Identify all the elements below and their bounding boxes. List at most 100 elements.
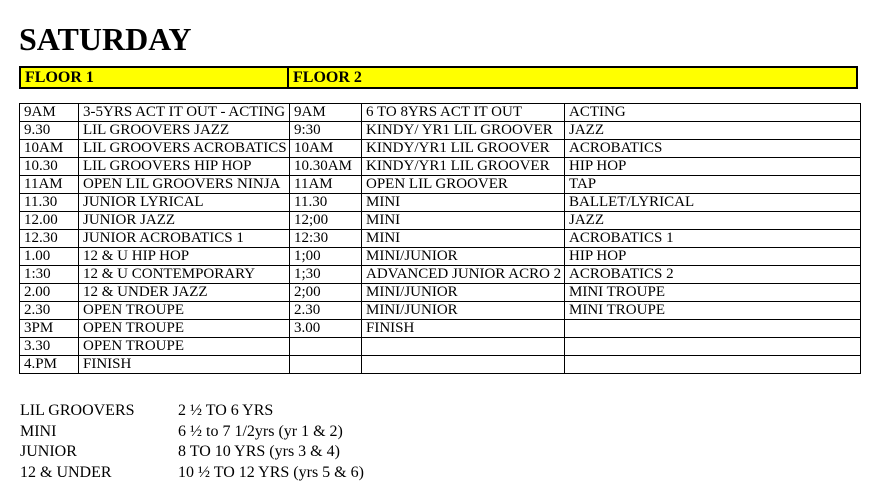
cell-floor1-class: LIL GROOVERS HIP HOP	[78, 157, 290, 176]
cell-floor1-time: 2.30	[19, 301, 79, 320]
legend-row: MINI 6 ½ to 7 1/2yrs (yr 1 & 2)	[20, 422, 364, 443]
legend-row: LIL GROOVERS 2 ½ TO 6 YRS	[20, 401, 364, 422]
cell-floor1-time: 12.30	[19, 229, 79, 248]
cell-floor2-time: 10.30AM	[289, 157, 362, 176]
cell-floor2-class: 6 TO 8YRS ACT IT OUT	[361, 103, 565, 122]
cell-floor1-class: OPEN TROUPE	[78, 337, 290, 356]
table-row: 9AM 3-5YRS ACT IT OUT - ACTING 9AM 6 TO 8YR…	[19, 103, 861, 122]
cell-floor1-class: 3-5YRS ACT IT OUT - ACTING	[78, 103, 290, 122]
legend-age-range: 6 ½ to 7 1/2yrs (yr 1 & 2)	[178, 422, 343, 440]
table-row: 11.30 JUNIOR LYRICAL 11.30 MINI BALLET/LYRIC…	[19, 193, 861, 212]
cell-floor2-time: 12:30	[289, 229, 362, 248]
floor-header-row: FLOOR 1 FLOOR 2	[19, 66, 858, 89]
cell-floor2-class: ADVANCED JUNIOR ACRO 2	[361, 265, 565, 284]
legend-age-range: 8 TO 10 YRS (yrs 3 & 4)	[178, 443, 340, 461]
cell-floor2-class: MINI	[361, 229, 565, 248]
cell-floor2-style: JAZZ	[564, 211, 861, 230]
cell-floor1-class: JUNIOR ACROBATICS 1	[78, 229, 290, 248]
cell-floor1-time: 10.30	[19, 157, 79, 176]
cell-floor1-class: 12 & UNDER JAZZ	[78, 283, 290, 302]
cell-floor2-style: BALLET/LYRICAL	[564, 193, 861, 212]
legend-group-name: LIL GROOVERS	[20, 402, 135, 419]
table-row: 10AM LIL GROOVERS ACROBATICS 10AM KINDY/YR1…	[19, 139, 861, 158]
cell-floor2-style: ACROBATICS	[564, 139, 861, 158]
cell-floor2-class: KINDY/ YR1 LIL GROOVER	[361, 121, 565, 140]
cell-floor2-class: MINI/JUNIOR	[361, 283, 565, 302]
floor2-header: FLOOR 2	[287, 66, 858, 89]
cell-floor2-style: TAP	[564, 175, 861, 194]
cell-floor1-time: 11.30	[19, 193, 79, 212]
cell-floor2-time: 9AM	[289, 103, 362, 122]
page-title: SATURDAY	[19, 21, 192, 57]
schedule-table: 9AM 3-5YRS ACT IT OUT - ACTING 9AM 6 TO 8YR…	[19, 103, 861, 374]
cell-floor1-class: JUNIOR LYRICAL	[78, 193, 290, 212]
legend-group-name: MINI	[20, 422, 57, 440]
cell-floor2-time: 1;00	[289, 247, 362, 266]
cell-floor2-time: 10AM	[289, 139, 362, 158]
table-row: 2.30 OPEN TROUPE 2.30 MINI/JUNIOR MINI TROUP…	[19, 301, 861, 320]
table-row: 1.00 12 & U HIP HOP 1;00 MINI/JUNIOR HIP HOP	[19, 247, 861, 266]
legend-row: JUNIOR 8 TO 10 YRS (yrs 3 & 4)	[20, 442, 364, 463]
cell-floor2-time: 9:30	[289, 121, 362, 140]
cell-floor1-time: 4.PM	[19, 355, 79, 374]
cell-floor2-class	[361, 337, 565, 356]
cell-floor2-time: 12;00	[289, 211, 362, 230]
legend-row: 12 & UNDER 10 ½ TO 12 YRS (yrs 5 & 6)	[20, 463, 364, 484]
cell-floor2-time: 11AM	[289, 175, 362, 194]
table-row: 3.30 OPEN TROUPE	[19, 337, 861, 356]
cell-floor1-time: 9AM	[19, 103, 79, 122]
cell-floor1-time: 3PM	[19, 319, 79, 338]
cell-floor2-time: 2;00	[289, 283, 362, 302]
cell-floor2-style: JAZZ	[564, 121, 861, 140]
cell-floor1-class: FINISH	[78, 355, 290, 374]
cell-floor1-time: 1:30	[19, 265, 79, 284]
table-row: 3PM OPEN TROUPE 3.00 FINISH	[19, 319, 861, 338]
cell-floor2-class: MINI/JUNIOR	[361, 247, 565, 266]
cell-floor1-class: OPEN LIL GROOVERS NINJA	[78, 175, 290, 194]
cell-floor2-class: KINDY/YR1 LIL GROOVER	[361, 139, 565, 158]
cell-floor1-time: 12.00	[19, 211, 79, 230]
cell-floor2-class: OPEN LIL GROOVER	[361, 175, 565, 194]
cell-floor2-style: HIP HOP	[564, 157, 861, 176]
table-row: 9.30 LIL GROOVERS JAZZ 9:30 KINDY/ YR1 LIL …	[19, 121, 861, 140]
cell-floor2-style	[564, 355, 861, 374]
cell-floor2-style: ACROBATICS 1	[564, 229, 861, 248]
cell-floor1-class: OPEN TROUPE	[78, 301, 290, 320]
cell-floor1-time: 2.00	[19, 283, 79, 302]
cell-floor1-class: JUNIOR JAZZ	[78, 211, 290, 230]
table-row: 11AM OPEN LIL GROOVERS NINJA 11AM OPEN LIL …	[19, 175, 861, 194]
legend: LIL GROOVERS 2 ½ TO 6 YRS MINI 6 ½ to 7 1/2…	[20, 401, 364, 483]
cell-floor2-class: MINI/JUNIOR	[361, 301, 565, 320]
cell-floor2-class	[361, 355, 565, 374]
cell-floor2-class: FINISH	[361, 319, 565, 338]
table-row: 10.30 LIL GROOVERS HIP HOP 10.30AM KINDY/YR…	[19, 157, 861, 176]
cell-floor1-class: 12 & U CONTEMPORARY	[78, 265, 290, 284]
cell-floor1-class: LIL GROOVERS ACROBATICS	[78, 139, 290, 158]
cell-floor2-time: 3.00	[289, 319, 362, 338]
cell-floor1-time: 10AM	[19, 139, 79, 158]
cell-floor2-time: 11.30	[289, 193, 362, 212]
legend-age-range: 10 ½ TO 12 YRS (yrs 5 & 6)	[178, 463, 364, 481]
cell-floor1-time: 9.30	[19, 121, 79, 140]
table-row: 1:30 12 & U CONTEMPORARY 1;30 ADVANCED JUNI…	[19, 265, 861, 284]
cell-floor1-class: 12 & U HIP HOP	[78, 247, 290, 266]
cell-floor1-time: 1.00	[19, 247, 79, 266]
table-row: 12.30 JUNIOR ACROBATICS 1 12:30 MINI ACROBAT…	[19, 229, 861, 248]
cell-floor2-time	[289, 337, 362, 356]
floor1-header: FLOOR 1	[19, 66, 289, 89]
table-row: 12.00 JUNIOR JAZZ 12;00 MINI JAZZ	[19, 211, 861, 230]
cell-floor2-style: MINI TROUPE	[564, 283, 861, 302]
cell-floor1-time: 11AM	[19, 175, 79, 194]
cell-floor2-time	[289, 355, 362, 374]
cell-floor2-class: MINI	[361, 211, 565, 230]
schedule-table-body: 9AM 3-5YRS ACT IT OUT - ACTING 9AM 6 TO 8YR…	[19, 103, 861, 374]
cell-floor1-time: 3.30	[19, 337, 79, 356]
legend-group-name: JUNIOR	[20, 443, 77, 461]
cell-floor1-class: LIL GROOVERS JAZZ	[78, 121, 290, 140]
cell-floor2-time: 2.30	[289, 301, 362, 320]
cell-floor2-time: 1;30	[289, 265, 362, 284]
table-row: 2.00 12 & UNDER JAZZ 2;00 MINI/JUNIOR MINI T…	[19, 283, 861, 302]
cell-floor2-class: MINI	[361, 193, 565, 212]
cell-floor2-style: HIP HOP	[564, 247, 861, 266]
